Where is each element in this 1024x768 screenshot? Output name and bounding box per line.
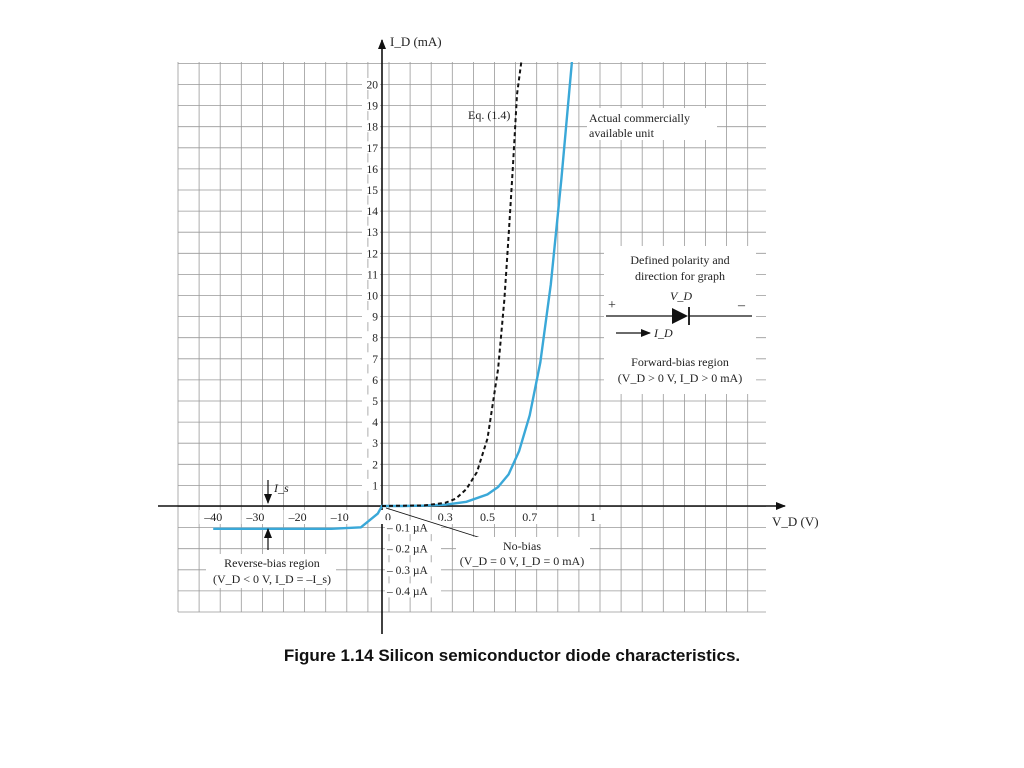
y-tick-bg xyxy=(362,436,380,449)
reverse-current-tick-labels: – 0.1 µA – 0.2 µA – 0.3 µA – 0.4 µA xyxy=(385,520,441,598)
y-tick-label: 5 xyxy=(372,396,378,408)
x-tick-bg xyxy=(582,510,604,524)
x-tick-label: –20 xyxy=(288,510,307,524)
y-tick-label: 4 xyxy=(372,417,378,429)
y-tick-bg xyxy=(362,331,380,344)
y-tick-bg xyxy=(362,225,380,238)
diode-minus-sign: – xyxy=(737,298,746,313)
reverse-tick-bg xyxy=(385,562,441,577)
y-tick-label: 7 xyxy=(372,354,378,366)
x-tick-label: 0.7 xyxy=(522,510,537,524)
reverse-tick-label: – 0.1 µA xyxy=(386,523,429,535)
polarity-inset: Defined polarity and direction for graph… xyxy=(604,246,756,394)
actual-unit-label-line1: Actual commercially xyxy=(589,111,690,125)
x-tick-label: 0 xyxy=(385,510,391,524)
equation-label: Eq. (1.4) xyxy=(468,108,510,122)
x-axis-title: V_D (V) xyxy=(772,514,819,529)
forward-bias-line1: Forward-bias region xyxy=(631,355,729,369)
y-tick-bg xyxy=(362,120,380,133)
y-tick-bg xyxy=(362,246,380,259)
y-tick-bg xyxy=(362,78,380,90)
reverse-bias-line1: Reverse-bias region xyxy=(224,556,320,570)
x-tick-label: 1 xyxy=(590,510,596,524)
y-tick-label: 11 xyxy=(367,269,378,281)
y-tick-bg xyxy=(362,141,380,154)
y-tick-bg xyxy=(362,352,380,365)
y-tick-label: 10 xyxy=(367,291,379,303)
y-tick-bg xyxy=(362,478,380,491)
reverse-bias-line2: (V_D < 0 V, I_D = –I_s) xyxy=(213,572,331,586)
reverse-tick-bg xyxy=(385,583,441,598)
y-tick-label: 6 xyxy=(372,375,378,387)
y-tick-bg xyxy=(362,289,380,301)
series-equation-line xyxy=(381,62,523,507)
y-tick-bg xyxy=(362,457,380,470)
no-bias-line1: No-bias xyxy=(503,539,541,553)
reverse-tick-bg xyxy=(385,541,441,556)
series-actual-unit-line xyxy=(213,62,574,530)
x-tick-labels: –40 –30 –20 –10 0 0.3 0.5 0.7 1 xyxy=(199,510,604,524)
y-tick-label: 1 xyxy=(372,480,378,492)
y-tick-bg xyxy=(362,394,380,407)
y-tick-bg xyxy=(362,162,380,175)
y-tick-bg xyxy=(362,99,380,112)
polarity-line1: Defined polarity and xyxy=(630,253,729,267)
x-tick-label: –40 xyxy=(203,510,222,524)
y-tick-label: 2 xyxy=(372,459,378,471)
y-tick-bg xyxy=(362,267,380,280)
diode-vd-label: V_D xyxy=(670,289,692,303)
is-label: I_s xyxy=(273,481,289,495)
x-tick-label: 0.5 xyxy=(480,510,495,524)
y-tick-label: 17 xyxy=(367,143,379,155)
y-tick-label: 3 xyxy=(372,438,378,450)
y-tick-label: 19 xyxy=(367,101,379,113)
forward-bias-line2: (V_D > 0 V, I_D > 0 mA) xyxy=(618,371,742,385)
y-tick-bg xyxy=(362,183,380,196)
y-tick-label: 20 xyxy=(367,80,379,92)
x-tick-label: 0.3 xyxy=(438,510,453,524)
x-tick-bg xyxy=(476,510,499,524)
y-tick-label: 9 xyxy=(372,312,378,324)
reverse-tick-label: – 0.4 µA xyxy=(386,586,429,598)
diode-plus-sign: + xyxy=(608,298,616,313)
y-tick-bg xyxy=(362,310,380,323)
curves xyxy=(213,62,574,530)
x-tick-bg xyxy=(241,510,270,524)
y-tick-label: 13 xyxy=(367,227,379,239)
y-tick-label: 8 xyxy=(372,333,378,345)
figure-caption: Figure 1.14 Silicon semiconductor diode … xyxy=(283,646,741,665)
diode-symbol-icon xyxy=(672,308,688,324)
y-tick-label: 18 xyxy=(367,122,379,134)
x-tick-bg xyxy=(518,510,541,524)
y-tick-label: 15 xyxy=(367,185,379,197)
polarity-line2: direction for graph xyxy=(635,269,725,283)
y-tick-label: 12 xyxy=(367,248,379,260)
y-tick-bg xyxy=(362,373,380,386)
diode-id-label: I_D xyxy=(653,326,673,340)
x-tick-bg xyxy=(199,510,228,524)
no-bias-line2: (V_D = 0 V, I_D = 0 mA) xyxy=(460,554,584,568)
x-tick-bg xyxy=(325,510,354,524)
reverse-tick-label: – 0.3 µA xyxy=(386,565,429,577)
y-tick-label: 14 xyxy=(367,206,379,218)
x-tick-label: –30 xyxy=(245,510,264,524)
reverse-tick-bg xyxy=(385,520,441,535)
x-tick-label: –10 xyxy=(330,510,349,524)
y-tick-bg xyxy=(362,415,380,428)
x-tick-bg xyxy=(283,510,312,524)
y-tick-label: 16 xyxy=(367,164,379,176)
y-axis-title: I_D (mA) xyxy=(390,34,442,49)
actual-unit-label-line2: available unit xyxy=(589,126,655,140)
y-tick-bg xyxy=(362,204,380,217)
reverse-tick-label: – 0.2 µA xyxy=(386,544,429,556)
